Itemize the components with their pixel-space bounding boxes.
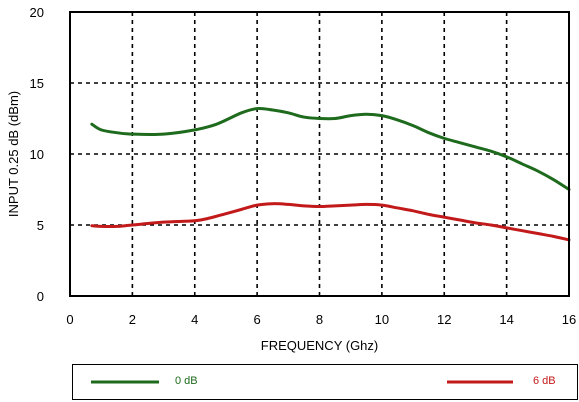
y-tick-label: 10 (30, 147, 44, 162)
series-line-0 (90, 106, 571, 191)
x-tick-label: 14 (499, 312, 513, 327)
x-tick-label: 12 (437, 312, 451, 327)
legend-swatches (91, 380, 513, 384)
y-tick-label: 20 (30, 5, 44, 20)
x-tick-label: 0 (66, 312, 73, 327)
series-layer (90, 106, 571, 242)
tick-labels: 0 2 4 6 8 10 12 14 16 0 5 10 15 20 (30, 5, 577, 327)
legend-label-6-db: 6 dB (533, 375, 556, 387)
y-axis-title: INPUT 0.25 dB (dBm) (6, 91, 21, 217)
x-axis-title: FREQUENCY (Ghz) (261, 338, 379, 353)
x-tick-label: 16 (562, 312, 576, 327)
grid (70, 12, 569, 296)
x-tick-label: 4 (191, 312, 198, 327)
y-tick-label: 15 (30, 76, 44, 91)
series-line-1 (90, 202, 571, 242)
x-tick-label: 2 (129, 312, 136, 327)
x-tick-label: 8 (316, 312, 323, 327)
y-tick-label: 5 (37, 218, 44, 233)
legend: 0 dB 6 dB (72, 364, 578, 400)
x-tick-label: 6 (254, 312, 261, 327)
chart: 0 2 4 6 8 10 12 14 16 0 5 10 15 20 FREQUENCY (Ghz) IN… (6, 5, 577, 353)
y-tick-label: 0 (37, 289, 44, 304)
x-tick-label: 10 (375, 312, 389, 327)
plot-frame (69, 11, 570, 297)
legend-label-0-db: 0 dB (175, 375, 198, 387)
